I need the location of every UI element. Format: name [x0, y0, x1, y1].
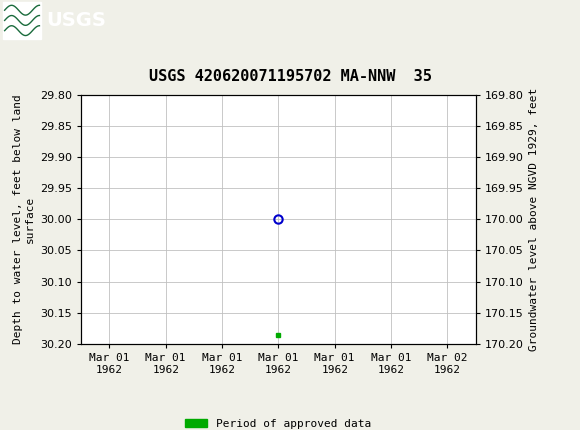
Y-axis label: Depth to water level, feet below land
surface: Depth to water level, feet below land su… [13, 95, 35, 344]
Text: USGS: USGS [46, 11, 106, 30]
Text: USGS 420620071195702 MA-NNW  35: USGS 420620071195702 MA-NNW 35 [148, 69, 432, 84]
Y-axis label: Groundwater level above NGVD 1929, feet: Groundwater level above NGVD 1929, feet [529, 88, 539, 351]
Legend: Period of approved data: Period of approved data [181, 415, 376, 430]
Bar [3, 2, 41, 39]
